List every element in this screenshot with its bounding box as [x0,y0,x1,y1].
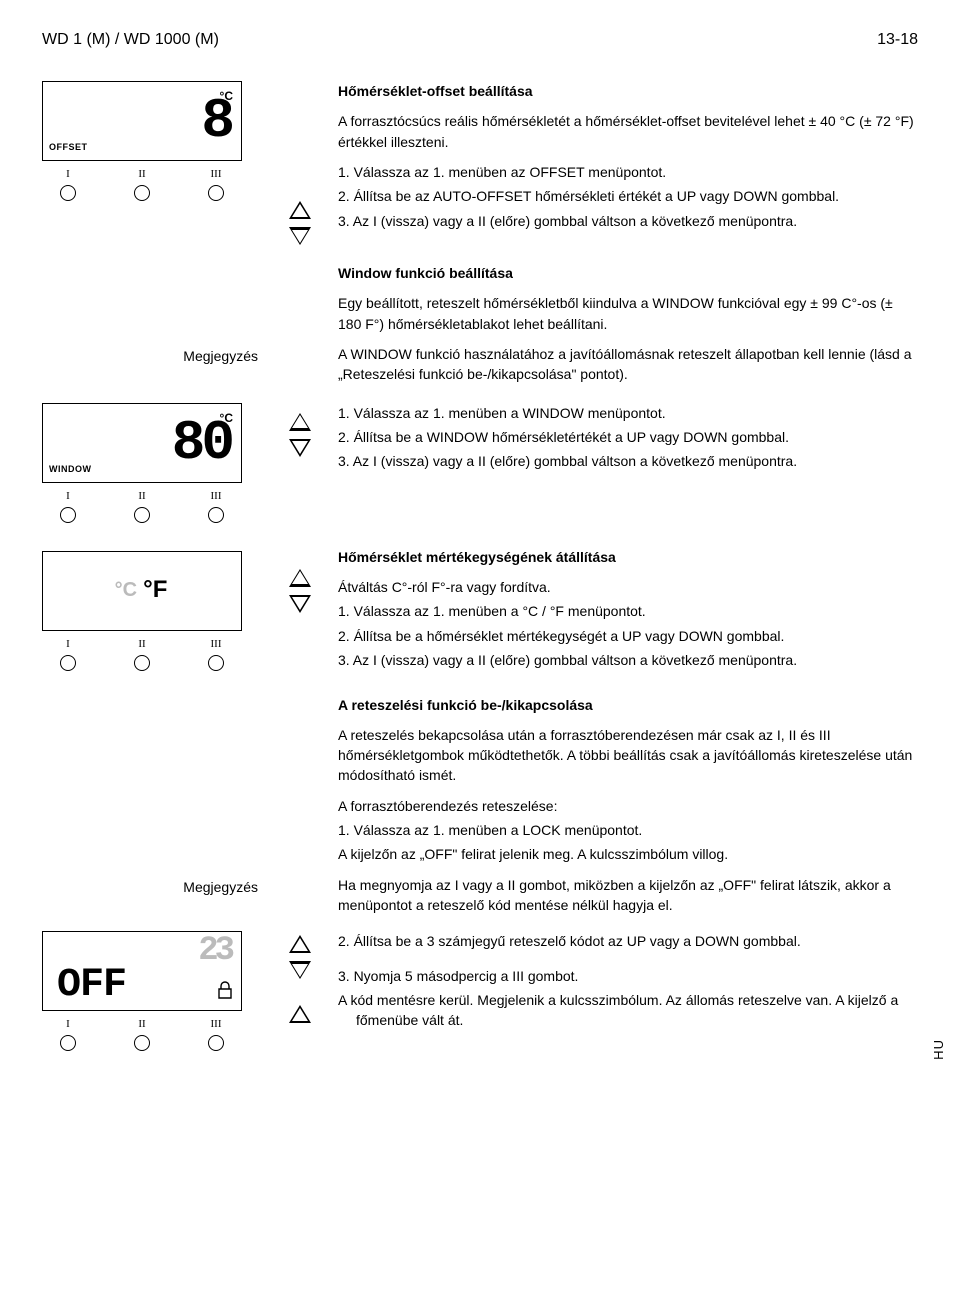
language-tab: HU [930,1039,949,1060]
unit-step2: 2. Állítsa be a hőmérséklet mértékegység… [338,626,918,646]
lcd-label-window: WINDOW [49,463,92,476]
down-icon[interactable] [289,439,311,457]
unit-intro: Átváltás C°-ról F°-ra vagy fordítva. [338,577,918,597]
lock-note: Ha megnyomja az I vagy a II gombot, mikö… [338,875,918,916]
lock-step3a: 3. Nyomja 5 másodpercig a III gombot. [338,966,918,986]
lcd-unit-module: °C °F I II III [42,551,262,677]
lcd-lock-small: 23 [198,934,231,968]
lcd-lock: 23 OFF I II III [42,931,262,1057]
up-icon[interactable] [289,935,311,953]
window-step3: 3. Az I (vissza) vagy a II (előre) gombb… [338,451,918,471]
lcd-label-offset: OFFSET [49,141,88,154]
unit-step1: 1. Válassza az 1. menüben a °C / °F menü… [338,601,918,621]
lock-step1a: 1. Válassza az 1. menüben a LOCK menüpon… [338,820,918,840]
down-icon[interactable] [289,227,311,245]
window-step1: 1. Válassza az 1. menüben a WINDOW menüp… [338,403,918,423]
btn-3-label: III [211,167,222,183]
unit-f: °F [143,573,167,608]
btn-3[interactable] [208,507,224,523]
offset-step2: 2. Állítsa be az AUTO-OFFSET hőmérséklet… [338,186,918,206]
btn-2[interactable] [134,1035,150,1051]
note-label-lock: Megjegyzés [42,875,258,897]
btn-3[interactable] [208,185,224,201]
btn-2[interactable] [134,185,150,201]
window-intro: Egy beállított, reteszelt hőmérsékletből… [338,293,918,334]
lock-step2: 2. Állítsa be a 3 számjegyű reteszelő kó… [338,931,918,951]
btn-1[interactable] [60,185,76,201]
offset-step3: 3. Az I (vissza) vagy a II (előre) gombb… [338,211,918,231]
window-note: A WINDOW funkció használatához a javítóá… [338,344,918,385]
lcd-unit-window: °C [220,410,233,427]
up-icon[interactable] [289,413,311,431]
btn-1[interactable] [60,655,76,671]
lock-p2: A forrasztóberendezés reteszelése: [338,796,918,816]
section-title-unit: Hőmérséklet mértékegységének átállítása [338,547,918,567]
up-icon[interactable] [289,1005,311,1023]
unit-c-dim: °C [115,576,137,605]
doc-model: WD 1 (M) / WD 1000 (M) [42,28,219,51]
btn-2[interactable] [134,655,150,671]
page-number: 13-18 [877,28,918,51]
down-icon[interactable] [289,595,311,613]
lcd-window: WINDOW 80 °C I II III [42,403,262,529]
section-title-lock: A reteszelési funkció be-/kikapcsolása [338,695,918,715]
note-label: Megjegyzés [42,344,258,366]
unit-step3: 3. Az I (vissza) vagy a II (előre) gombb… [338,650,918,670]
btn-3[interactable] [208,1035,224,1051]
btn-1[interactable] [60,507,76,523]
btn-2[interactable] [134,507,150,523]
up-icon[interactable] [289,569,311,587]
lock-step1b: A kijelzőn az „OFF" felirat jelenik meg.… [338,844,918,864]
lock-step3b: A kód mentésre kerül. Megjelenik a kulcs… [338,990,918,1031]
up-icon[interactable] [289,201,311,219]
section-title-offset: Hőmérséklet-offset beállítása [338,81,918,101]
section-title-window: Window funkció beállítása [338,263,918,283]
btn-1-label: I [66,167,70,183]
lock-p1: A reteszelés bekapcsolása után a forrasz… [338,725,918,786]
offset-step1: 1. Válassza az 1. menüben az OFFSET menü… [338,162,918,182]
lock-icon [217,981,233,1004]
lcd-offset: OFFSET 8 °C I II III [42,81,262,245]
down-icon[interactable] [289,961,311,979]
lcd-unit: °C [220,88,233,105]
lcd-lock-off: OFF [57,966,126,1006]
btn-1[interactable] [60,1035,76,1051]
window-step2: 2. Állítsa be a WINDOW hőmérsékletértéké… [338,427,918,447]
offset-intro: A forrasztócsúcs reális hőmérsékletét a … [338,111,918,152]
btn-2-label: II [138,167,145,183]
btn-3[interactable] [208,655,224,671]
